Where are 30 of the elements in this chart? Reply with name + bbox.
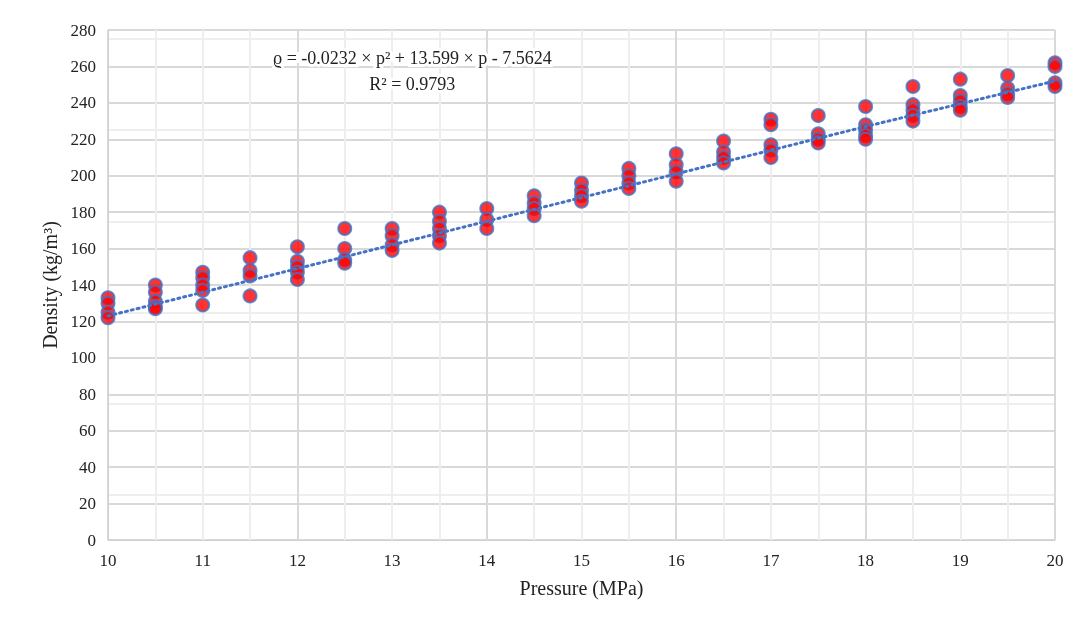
y-tick-label: 120 (70, 311, 96, 331)
y-tick-label: 200 (70, 166, 96, 186)
x-tick-label: 11 (194, 551, 211, 570)
y-tick-label: 160 (70, 239, 96, 259)
x-tick-label: 12 (288, 551, 306, 570)
x-tick-label: 17 (762, 551, 780, 570)
x-axis-title: Pressure (MPa) (519, 577, 644, 600)
x-tick-label: 13 (383, 551, 401, 570)
x-tick-label: 20 (1046, 551, 1064, 570)
y-tick-label: 140 (70, 275, 96, 295)
x-tick-label: 15 (573, 551, 590, 570)
y-tick-label: 180 (70, 202, 96, 222)
y-tick-label: 40 (79, 457, 96, 477)
annotation: ϱ = -0.0232 × p² + 13.599 × p - 7.5624 (273, 48, 552, 68)
x-tick-label: 14 (478, 551, 496, 570)
y-axis-title: Density (kg/m³) (38, 221, 62, 349)
annotation: R² = 0.9793 (369, 74, 456, 94)
y-tick-label: 260 (70, 56, 96, 76)
x-tick-label: 16 (667, 551, 685, 570)
x-tick-label: 19 (951, 551, 969, 570)
y-tick-label: 100 (70, 348, 96, 368)
y-tick-label: 280 (70, 20, 96, 40)
y-tick-label: 220 (70, 129, 96, 149)
x-tick-label: 10 (99, 551, 117, 570)
y-tick-label: 20 (79, 494, 96, 514)
y-tick-label: 240 (70, 93, 96, 113)
y-tick-label: 0 (87, 530, 96, 550)
y-tick-label: 60 (79, 421, 96, 441)
y-tick-label: 80 (79, 384, 96, 404)
x-tick-label: 18 (857, 551, 875, 570)
